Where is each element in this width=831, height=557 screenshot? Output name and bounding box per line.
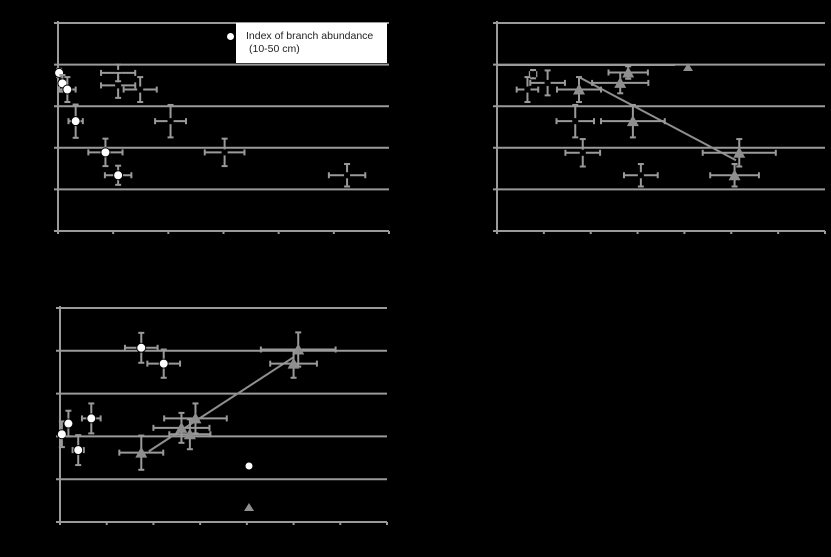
trend-line: [148, 356, 295, 453]
black-square-marker-icon: [530, 71, 537, 78]
open-circle-marker-icon: [62, 84, 73, 95]
black-square-marker-icon: [579, 149, 586, 156]
black-square-marker-icon: [115, 82, 122, 89]
legend-box: Index of branch abundance (10-50 cm): [236, 23, 387, 63]
black-square-marker-icon: [137, 86, 144, 93]
legend-label: Index of branch abundance: [246, 30, 374, 42]
open-circle-marker-icon: [113, 170, 124, 181]
open-circle-marker-icon: [56, 429, 67, 440]
black-square-marker-icon: [524, 86, 531, 93]
legend-open-circle-icon: [227, 33, 234, 40]
black-square-marker-icon: [221, 149, 228, 156]
triangle-marker-icon: [733, 146, 746, 158]
triangle-marker-icon: [292, 343, 305, 355]
open-circle-marker-icon: [86, 413, 97, 424]
open-circle-marker-icon: [158, 358, 169, 369]
triangle-marker-icon: [573, 83, 585, 95]
open-circle-marker-icon: [100, 147, 111, 158]
legend-open-circle-icon: [245, 462, 253, 470]
black-square-marker-icon: [344, 172, 351, 179]
trend-line: [578, 76, 737, 162]
triangle-marker-icon: [183, 428, 196, 440]
legend-entry-branch-abundance: Index of branch abundance (10-50 cm): [246, 30, 373, 56]
legend-triangle-icon: [683, 63, 693, 71]
triangle-marker-icon: [135, 446, 148, 458]
black-square-marker-icon: [637, 172, 644, 179]
open-circle-marker-icon: [70, 116, 81, 127]
open-circle-marker-icon: [136, 342, 147, 353]
triangle-marker-icon: [728, 169, 741, 181]
triangle-marker-icon: [175, 421, 188, 433]
legend-label-sub: (10-50 cm): [249, 43, 300, 55]
black-square-marker-icon: [544, 79, 551, 86]
triangle-marker-icon: [614, 76, 627, 88]
legend-triangle-icon: [244, 503, 254, 511]
triangle-marker-icon: [622, 66, 635, 78]
triangle-marker-icon: [189, 412, 202, 424]
open-circle-marker-icon: [63, 418, 74, 429]
triangle-marker-icon: [626, 115, 639, 127]
black-square-marker-icon: [572, 118, 579, 125]
black-square-marker-icon: [167, 118, 174, 125]
triangle-marker-icon: [287, 357, 300, 369]
open-circle-marker-icon: [73, 445, 84, 456]
